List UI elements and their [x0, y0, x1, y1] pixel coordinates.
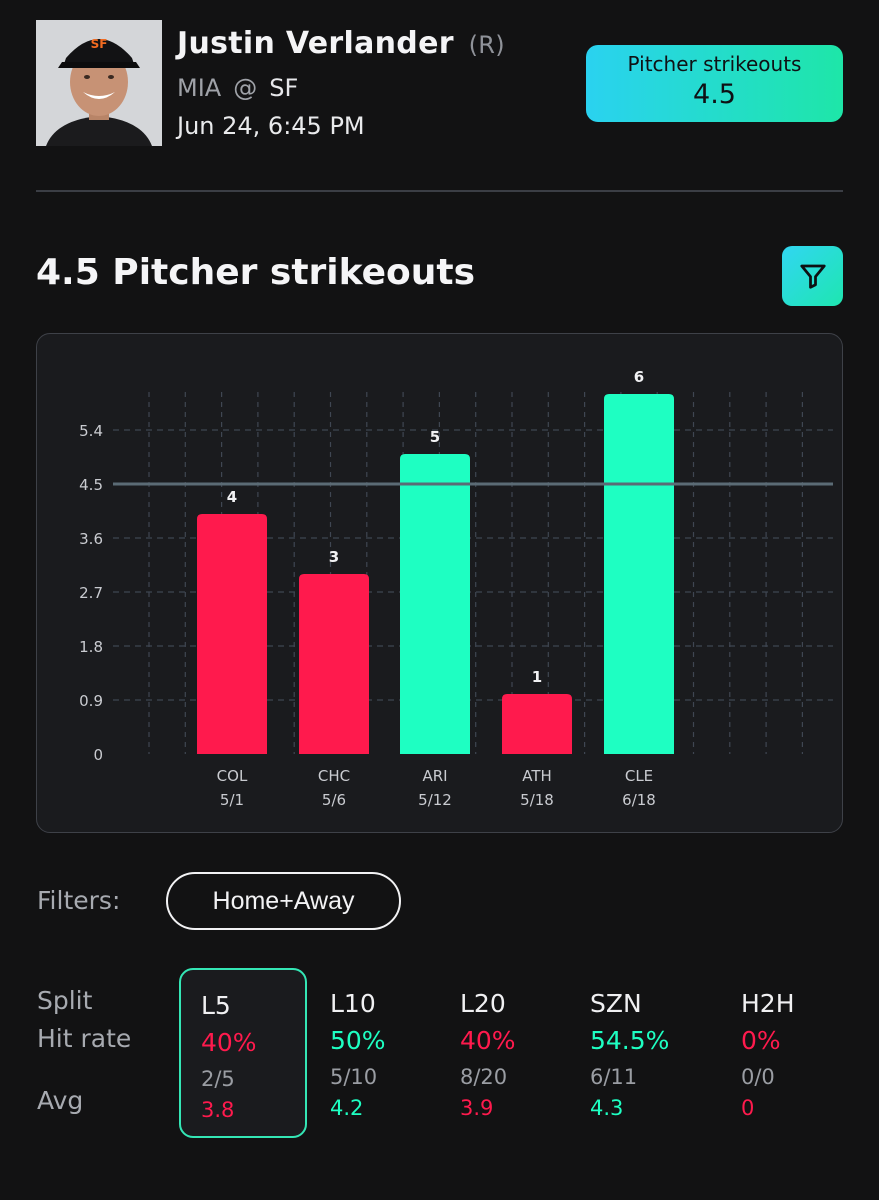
bar-value-label: 4	[227, 488, 237, 506]
split-avg: 4.3	[590, 1096, 624, 1120]
x-date-label: 5/12	[418, 791, 452, 809]
filter-button[interactable]	[782, 246, 843, 306]
split-name: H2H	[741, 989, 795, 1018]
split-column-l20[interactable]: L20 40% 8/20 3.9	[440, 968, 568, 1138]
away-team: MIA	[177, 74, 222, 102]
split-hit-rate: 40%	[460, 1026, 516, 1055]
bar-value-label: 1	[532, 668, 542, 686]
home-team: SF	[269, 74, 299, 102]
svg-text:SF: SF	[91, 37, 108, 51]
split-name: L5	[201, 991, 231, 1020]
player-avatar: SF	[36, 20, 162, 146]
x-category-label: COL	[217, 767, 248, 785]
split-count: 6/11	[590, 1065, 638, 1089]
bar-col	[197, 514, 267, 754]
player-name-text: Justin Verlander	[177, 26, 454, 61]
split-avg: 4.2	[330, 1096, 364, 1120]
split-name: SZN	[590, 989, 642, 1018]
home-away-filter-chip[interactable]: Home+Away	[166, 872, 401, 930]
chart-svg: 0 0.9 1.8 2.7 3.6 4.5 5.4 4 COL 5/1 3 CHC 5/6 5 ARI 5/1…	[79, 368, 833, 809]
split-avg: 0	[741, 1096, 755, 1120]
split-hit-rate: 40%	[201, 1028, 257, 1057]
prop-label: Pitcher strikeouts	[627, 52, 802, 76]
split-name: L20	[460, 989, 506, 1018]
y-tick-label: 0.9	[79, 692, 103, 710]
split-name: L10	[330, 989, 376, 1018]
funnel-icon	[799, 264, 826, 289]
bar-chc	[299, 574, 369, 754]
player-name: Justin Verlander (R)	[177, 26, 505, 61]
split-column-l5[interactable]: L5 40% 2/5 3.8	[179, 968, 307, 1138]
x-date-label: 6/18	[622, 791, 656, 809]
y-tick-label: 1.8	[79, 638, 103, 656]
split-count: 2/5	[201, 1067, 235, 1091]
x-category-label: ATH	[522, 767, 552, 785]
x-category-label: CLE	[625, 767, 653, 785]
hit-rate-row-label: Hit rate	[37, 1024, 132, 1053]
bar-ari	[400, 454, 470, 754]
x-date-label: 5/6	[322, 791, 346, 809]
at-symbol: @	[233, 74, 258, 102]
split-row-label: Split	[37, 986, 93, 1015]
x-category-label: ARI	[422, 767, 447, 785]
split-hit-rate: 54.5%	[590, 1026, 670, 1055]
y-tick-label: 2.7	[79, 584, 103, 602]
avg-row-label: Avg	[37, 1086, 84, 1115]
x-date-label: 5/1	[220, 791, 244, 809]
split-count: 8/20	[460, 1065, 508, 1089]
split-avg: 3.9	[460, 1096, 494, 1120]
split-avg: 3.8	[201, 1098, 235, 1122]
bar-value-label: 6	[634, 368, 644, 386]
y-tick-label: 4.5	[79, 476, 103, 494]
filters-label: Filters:	[37, 886, 121, 915]
split-hit-rate: 50%	[330, 1026, 386, 1055]
strikeouts-chart: 0 0.9 1.8 2.7 3.6 4.5 5.4 4 COL 5/1 3 CHC 5/6 5 ARI 5/1…	[36, 333, 843, 833]
x-date-label: 5/18	[520, 791, 554, 809]
split-count: 5/10	[330, 1065, 378, 1089]
prop-line: 4.5	[693, 79, 736, 110]
y-tick-label: 0	[93, 746, 103, 764]
split-column-szn[interactable]: SZN 54.5% 6/11 4.3	[570, 968, 698, 1138]
split-column-l10[interactable]: L10 50% 5/10 4.2	[310, 968, 438, 1138]
bar-ath	[502, 694, 572, 754]
split-count: 0/0	[741, 1065, 775, 1089]
section-title: 4.5 Pitcher strikeouts	[36, 252, 476, 293]
game-time: Jun 24, 6:45 PM	[177, 112, 365, 140]
prop-badge[interactable]: Pitcher strikeouts 4.5	[586, 45, 843, 122]
x-category-label: CHC	[318, 767, 350, 785]
throwing-hand: (R)	[468, 31, 505, 59]
bar-value-label: 3	[329, 548, 339, 566]
split-hit-rate: 0%	[741, 1026, 781, 1055]
y-tick-label: 5.4	[79, 422, 103, 440]
matchup: MIA @ SF	[177, 74, 298, 102]
split-column-h2h[interactable]: H2H 0% 0/0 0	[721, 968, 849, 1138]
y-tick-label: 3.6	[79, 530, 103, 548]
bar-cle	[604, 394, 674, 754]
bar-value-label: 5	[430, 428, 440, 446]
header-divider	[36, 190, 843, 192]
